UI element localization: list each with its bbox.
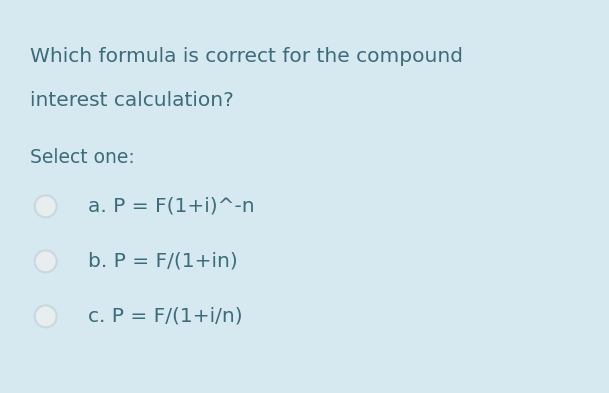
Ellipse shape bbox=[35, 305, 57, 327]
Text: interest calculation?: interest calculation? bbox=[30, 91, 234, 110]
Text: b. P = F/(1+in): b. P = F/(1+in) bbox=[88, 252, 238, 271]
Ellipse shape bbox=[35, 195, 57, 217]
Text: Select one:: Select one: bbox=[30, 148, 135, 167]
Text: c. P = F/(1+i/n): c. P = F/(1+i/n) bbox=[88, 307, 243, 326]
Ellipse shape bbox=[35, 250, 57, 272]
Text: a. P = F(1+i)^-n: a. P = F(1+i)^-n bbox=[88, 197, 255, 216]
Text: Which formula is correct for the compound: Which formula is correct for the compoun… bbox=[30, 48, 463, 66]
